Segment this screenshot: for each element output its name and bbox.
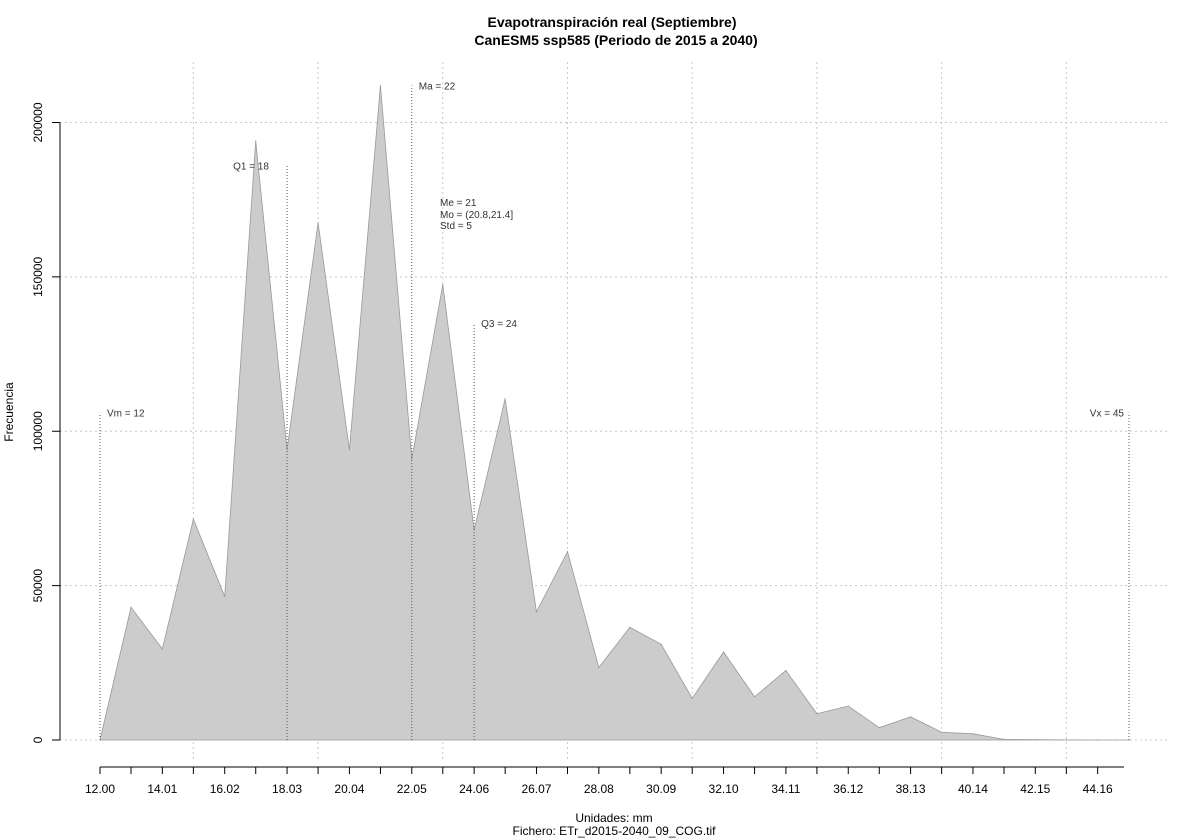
data-point <box>411 458 413 460</box>
chart-subtitle: CanESM5 ssp585 (Periodo de 2015 a 2040) <box>474 32 757 48</box>
x-tick-label: 24.06 <box>459 782 489 796</box>
y-axis-label: Frecuencia <box>2 382 16 442</box>
x-tick-label: 12.00 <box>85 782 115 796</box>
marker-label: Vx = 45 <box>1090 409 1125 420</box>
y-tick-label: 50000 <box>31 569 45 603</box>
x-tick-label: 14.01 <box>147 782 177 796</box>
data-point <box>910 716 912 718</box>
data-point <box>317 222 319 224</box>
data-point <box>598 666 600 669</box>
x-tick-label: 34.11 <box>771 782 800 796</box>
x-tick-label: 20.04 <box>334 782 364 796</box>
data-point <box>286 449 288 451</box>
stat-std: Std = 5 <box>440 221 472 232</box>
marker-label: Q3 = 24 <box>481 319 517 330</box>
x-tick-label: 28.08 <box>584 782 614 796</box>
data-point <box>535 611 538 613</box>
data-point <box>1097 739 1099 741</box>
data-point <box>348 449 351 451</box>
x-tick-label: 36.12 <box>833 782 863 796</box>
chart-title: Evapotranspiración real (Septiembre) <box>488 14 737 30</box>
x-axis-label: Unidades: mm <box>575 811 652 825</box>
marker-label: Q1 = 18 <box>233 162 269 173</box>
x-tick-label: 32.10 <box>709 782 739 796</box>
data-point <box>255 140 257 142</box>
y-tick-label: 200000 <box>31 102 45 142</box>
x-tick-label: 30.09 <box>646 782 676 796</box>
data-point <box>130 606 132 608</box>
data-point <box>224 595 226 598</box>
data-point <box>1034 739 1036 741</box>
marker-label: Vm = 12 <box>107 409 145 420</box>
data-point <box>1003 738 1005 740</box>
data-point <box>379 84 382 87</box>
data-point <box>442 283 444 286</box>
area-fill <box>99 85 1129 741</box>
x-tick-label: 42.15 <box>1020 782 1050 796</box>
data-point <box>629 626 631 628</box>
stat-mode: Mo = (20.8,21.4] <box>440 210 513 221</box>
x-tick-label: 16.02 <box>210 782 240 796</box>
data-point <box>161 648 163 650</box>
axes: 0 50000 100000 150000 200000 12.00 14.01 16.02 1… <box>31 102 1124 796</box>
x-tick-label: 40.14 <box>958 782 988 796</box>
x-tick-label: 22.05 <box>397 782 427 796</box>
data-point <box>566 551 569 553</box>
data-point <box>785 669 787 672</box>
y-tick-label: 150000 <box>31 257 45 297</box>
data-point <box>691 697 693 699</box>
data-point <box>1065 739 1067 741</box>
y-tick-label: 0 <box>31 736 45 743</box>
data-point <box>192 518 194 520</box>
file-caption: Fichero: ETr_d2015-2040_09_COG.tif <box>513 824 717 838</box>
data-point <box>504 398 506 400</box>
stat-median: Me = 21 <box>440 198 477 209</box>
x-tick-label: 44.16 <box>1083 782 1113 796</box>
area-series <box>99 84 1130 741</box>
data-point <box>753 696 756 698</box>
statistic-markers: Vm = 12 Q1 = 18 Ma = 22 Q3 = 24 Vx = 45 <box>99 81 1130 740</box>
x-tick-label: 26.07 <box>521 782 551 796</box>
data-point <box>878 727 880 729</box>
data-point <box>847 705 849 707</box>
data-point <box>941 731 943 733</box>
data-point <box>722 651 725 653</box>
data-point <box>660 643 662 645</box>
marker-label: Ma = 22 <box>419 81 456 92</box>
x-tick-label: 38.13 <box>896 782 926 796</box>
data-point <box>972 733 974 735</box>
data-point <box>816 713 818 715</box>
y-tick-label: 100000 <box>31 411 45 451</box>
x-tick-label: 18.03 <box>272 782 302 796</box>
